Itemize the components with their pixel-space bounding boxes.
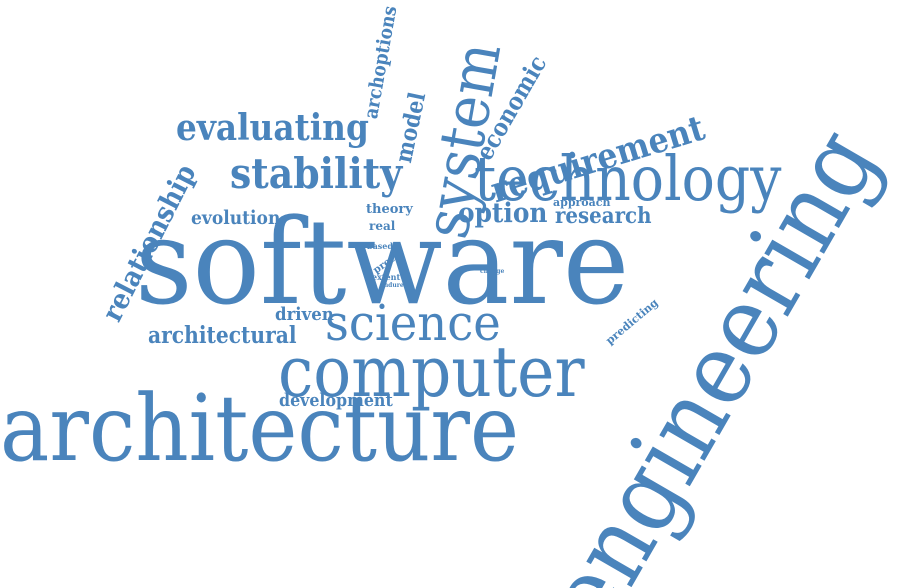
word-extent: extent — [372, 272, 401, 282]
word-evolution: evolution — [191, 207, 281, 229]
word-architecture: architecture — [0, 375, 519, 482]
word-driven: driven — [275, 304, 334, 325]
word-technology: technology — [474, 142, 782, 215]
word-development: development — [279, 390, 393, 411]
word-stability: stability — [230, 149, 403, 198]
word-approach: approach — [553, 196, 611, 209]
word-architectural: architectural — [148, 322, 297, 349]
word-based: based — [367, 241, 393, 251]
word-option: option — [458, 198, 548, 229]
word-theory: theory — [366, 202, 413, 217]
word-computer: computer — [278, 331, 585, 413]
word-software: software — [135, 193, 630, 331]
word-change: change — [480, 268, 505, 275]
word-endure: endure — [380, 282, 404, 289]
word-archoptions: archoptions — [360, 4, 402, 121]
word-research: research — [555, 203, 652, 229]
word-science: science — [325, 294, 501, 352]
word-real: real — [369, 219, 396, 233]
word-evaluating: evaluating — [176, 107, 369, 149]
